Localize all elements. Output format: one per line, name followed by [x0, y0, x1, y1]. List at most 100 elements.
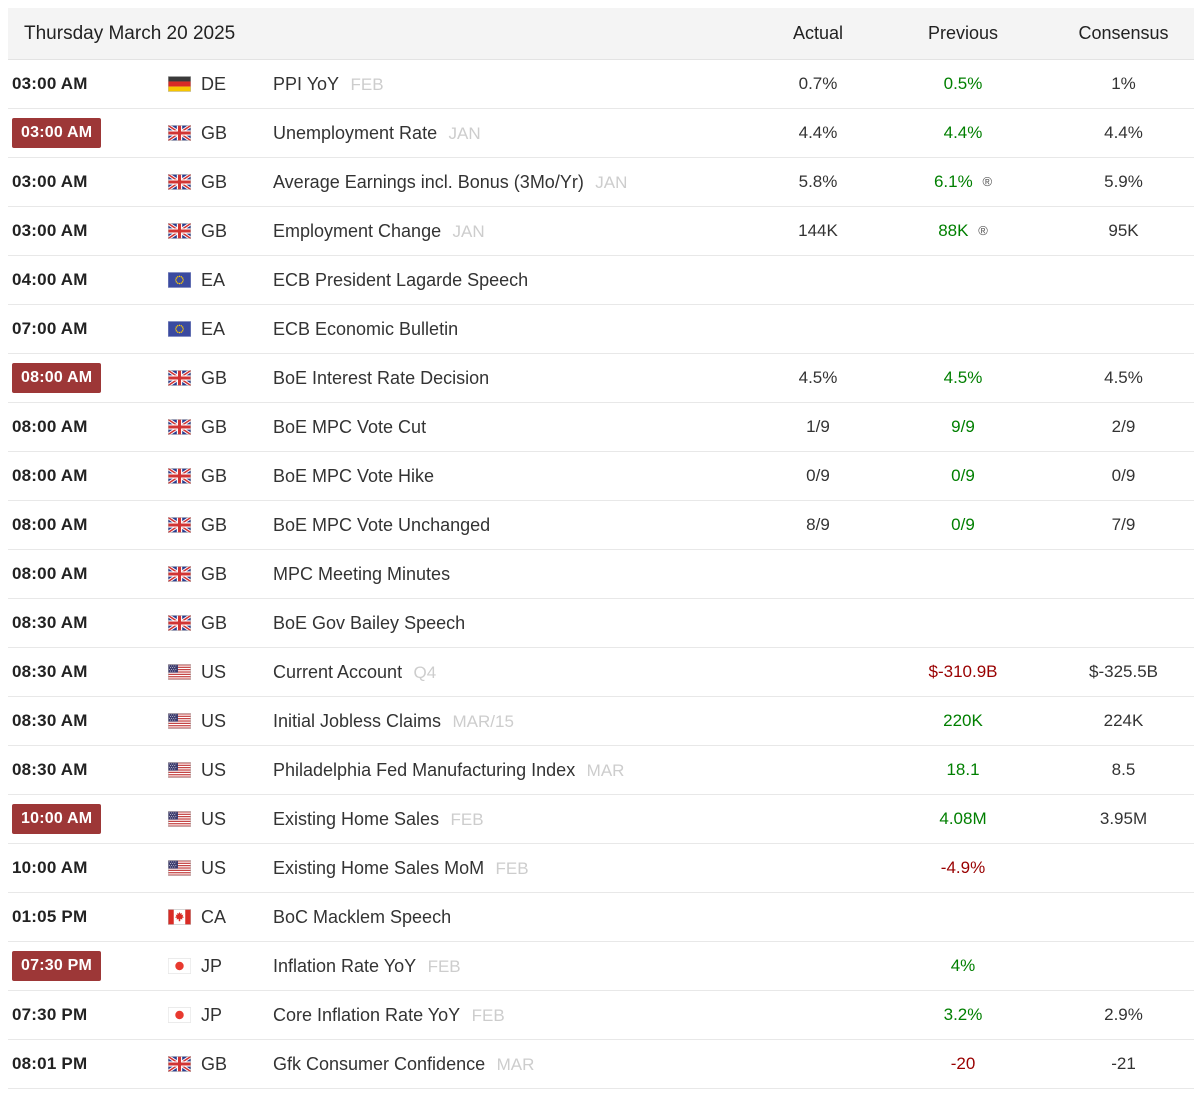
calendar-event-row[interactable]: 03:00 AM GB Average Earnings incl. Bonus…: [8, 158, 1194, 207]
time-cell: 07:00 AM: [8, 319, 164, 339]
previous-value: 220K: [873, 711, 1053, 731]
event-time: 08:00 AM: [12, 363, 102, 393]
calendar-event-row[interactable]: 08:00 AM GB BoE MPC Vote Cut 1/9 9/9 2/9: [8, 403, 1194, 452]
event-cell: MPC Meeting Minutes: [269, 564, 763, 585]
calendar-event-row[interactable]: 10:00 AM US Existing Home Sales MoM FEB …: [8, 844, 1194, 893]
event-name[interactable]: Unemployment Rate: [273, 122, 438, 143]
time-cell: 10:00 AM: [8, 804, 164, 834]
event-period: FEB: [350, 74, 384, 94]
revised-indicator: ®: [982, 174, 993, 189]
time-cell: 08:00 AM: [8, 515, 164, 535]
calendar-event-row[interactable]: 08:30 AM US Philadelphia Fed Manufacturi…: [8, 746, 1194, 795]
event-name[interactable]: Gfk Consumer Confidence: [273, 1053, 486, 1074]
calendar-event-row[interactable]: 03:00 AM GB Unemployment Rate JAN 4.4% 4…: [8, 109, 1194, 158]
country-code: GB: [201, 612, 228, 633]
calendar-event-row[interactable]: 03:00 AM GB Employment Change JAN 144K 8…: [8, 207, 1194, 256]
country-cell: GB: [164, 613, 269, 634]
time-cell: 03:00 AM: [8, 74, 164, 94]
country-cell: US: [164, 809, 269, 830]
previous-value-text: 4.4%: [943, 123, 983, 142]
event-time: 10:00 AM: [12, 804, 102, 834]
calendar-event-row[interactable]: 08:30 AM GB BoE Gov Bailey Speech: [8, 599, 1194, 648]
country-cell: US: [164, 711, 269, 732]
calendar-event-row[interactable]: 03:00 AM DE PPI YoY FEB 0.7% 0.5% 1%: [8, 60, 1194, 109]
consensus-value: 2/9: [1053, 417, 1194, 437]
country-cell: GB: [164, 515, 269, 536]
event-name[interactable]: BoE Gov Bailey Speech: [273, 612, 466, 633]
event-period: JAN: [448, 123, 481, 143]
consensus-value-text: 8.5: [1111, 760, 1136, 779]
event-time: 08:30 AM: [12, 760, 88, 779]
event-name[interactable]: ECB President Lagarde Speech: [273, 269, 529, 290]
previous-value: -20: [873, 1054, 1053, 1074]
consensus-value: 224K: [1053, 711, 1194, 731]
calendar-table-header: Thursday March 20 2025 Actual Previous C…: [8, 8, 1194, 60]
country-code: GB: [201, 367, 228, 388]
actual-value: 4.4%: [763, 123, 873, 143]
consensus-value: 1%: [1053, 74, 1194, 94]
event-name[interactable]: BoE MPC Vote Cut: [273, 416, 427, 437]
calendar-event-row[interactable]: 08:01 PM GB Gfk Consumer Confidence MAR …: [8, 1040, 1194, 1089]
event-name[interactable]: Current Account: [273, 661, 403, 682]
event-cell: Average Earnings incl. Bonus (3Mo/Yr) JA…: [269, 172, 763, 193]
event-name[interactable]: BoE MPC Vote Hike: [273, 465, 435, 486]
consensus-value: 4.4%: [1053, 123, 1194, 143]
event-name[interactable]: Philadelphia Fed Manufacturing Index: [273, 759, 576, 780]
calendar-event-row[interactable]: 08:00 AM GB BoE MPC Vote Hike 0/9 0/9 0/…: [8, 452, 1194, 501]
calendar-event-row[interactable]: 08:30 AM US Initial Jobless Claims MAR/1…: [8, 697, 1194, 746]
time-cell: 08:00 AM: [8, 564, 164, 584]
calendar-event-row[interactable]: 04:00 AM EA ECB President Lagarde Speech: [8, 256, 1194, 305]
consensus-value: 7/9: [1053, 515, 1194, 535]
event-name[interactable]: Initial Jobless Claims: [273, 710, 442, 731]
actual-value-text: 4.5%: [798, 368, 838, 387]
calendar-event-row[interactable]: 10:00 AM US Existing Home Sales FEB 4.08…: [8, 795, 1194, 844]
country-cell: US: [164, 760, 269, 781]
event-time: 07:00 AM: [12, 319, 88, 338]
column-header-consensus: Consensus: [1078, 23, 1169, 43]
event-name[interactable]: BoC Macklem Speech: [273, 906, 452, 927]
event-time: 03:00 AM: [12, 221, 88, 240]
country-code: CA: [201, 906, 227, 927]
event-name[interactable]: MPC Meeting Minutes: [273, 563, 451, 584]
consensus-value-text: 3.95M: [1099, 809, 1148, 828]
calendar-event-row[interactable]: 07:30 PM JP Inflation Rate YoY FEB 4%: [8, 942, 1194, 991]
flag-eu-icon: [168, 272, 191, 288]
consensus-value: 4.5%: [1053, 368, 1194, 388]
consensus-value-text: 2/9: [1111, 417, 1136, 436]
event-name[interactable]: PPI YoY: [273, 73, 340, 94]
calendar-event-row[interactable]: 01:05 PM CA BoC Macklem Speech: [8, 893, 1194, 942]
event-cell: Unemployment Rate JAN: [269, 123, 763, 144]
consensus-value: 0/9: [1053, 466, 1194, 486]
actual-value: 144K: [763, 221, 873, 241]
event-time: 07:30 PM: [12, 1005, 88, 1024]
country-cell: GB: [164, 466, 269, 487]
previous-value: 6.1% ®: [873, 172, 1053, 192]
event-name[interactable]: Core Inflation Rate YoY: [273, 1004, 461, 1025]
event-name[interactable]: ECB Economic Bulletin: [273, 318, 459, 339]
previous-value-text: 3.2%: [943, 1005, 983, 1024]
event-name[interactable]: Existing Home Sales MoM: [273, 857, 485, 878]
country-cell: GB: [164, 368, 269, 389]
country-code: GB: [201, 171, 228, 192]
consensus-value: -21: [1053, 1054, 1194, 1074]
calendar-event-row[interactable]: 08:00 AM GB BoE Interest Rate Decision 4…: [8, 354, 1194, 403]
previous-value: 0.5%: [873, 74, 1053, 94]
event-cell: Current Account Q4: [269, 662, 763, 683]
consensus-value-text: 0/9: [1111, 466, 1136, 485]
event-name[interactable]: BoE Interest Rate Decision: [273, 367, 490, 388]
event-cell: Philadelphia Fed Manufacturing Index MAR: [269, 760, 763, 781]
calendar-event-row[interactable]: 08:00 AM GB MPC Meeting Minutes: [8, 550, 1194, 599]
calendar-event-row[interactable]: 08:00 AM GB BoE MPC Vote Unchanged 8/9 0…: [8, 501, 1194, 550]
event-name[interactable]: Inflation Rate YoY: [273, 955, 417, 976]
calendar-event-row[interactable]: 07:00 AM EA ECB Economic Bulletin: [8, 305, 1194, 354]
calendar-event-row[interactable]: 08:30 AM US Current Account Q4 $-310.9B …: [8, 648, 1194, 697]
event-name[interactable]: Existing Home Sales: [273, 808, 440, 829]
event-name[interactable]: Employment Change: [273, 220, 442, 241]
consensus-value: 5.9%: [1053, 172, 1194, 192]
time-cell: 08:00 AM: [8, 363, 164, 393]
previous-value-text: 9/9: [951, 417, 975, 436]
event-name[interactable]: Average Earnings incl. Bonus (3Mo/Yr): [273, 171, 584, 192]
event-name[interactable]: BoE MPC Vote Unchanged: [273, 514, 491, 535]
country-code: DE: [201, 73, 227, 94]
calendar-event-row[interactable]: 07:30 PM JP Core Inflation Rate YoY FEB …: [8, 991, 1194, 1040]
